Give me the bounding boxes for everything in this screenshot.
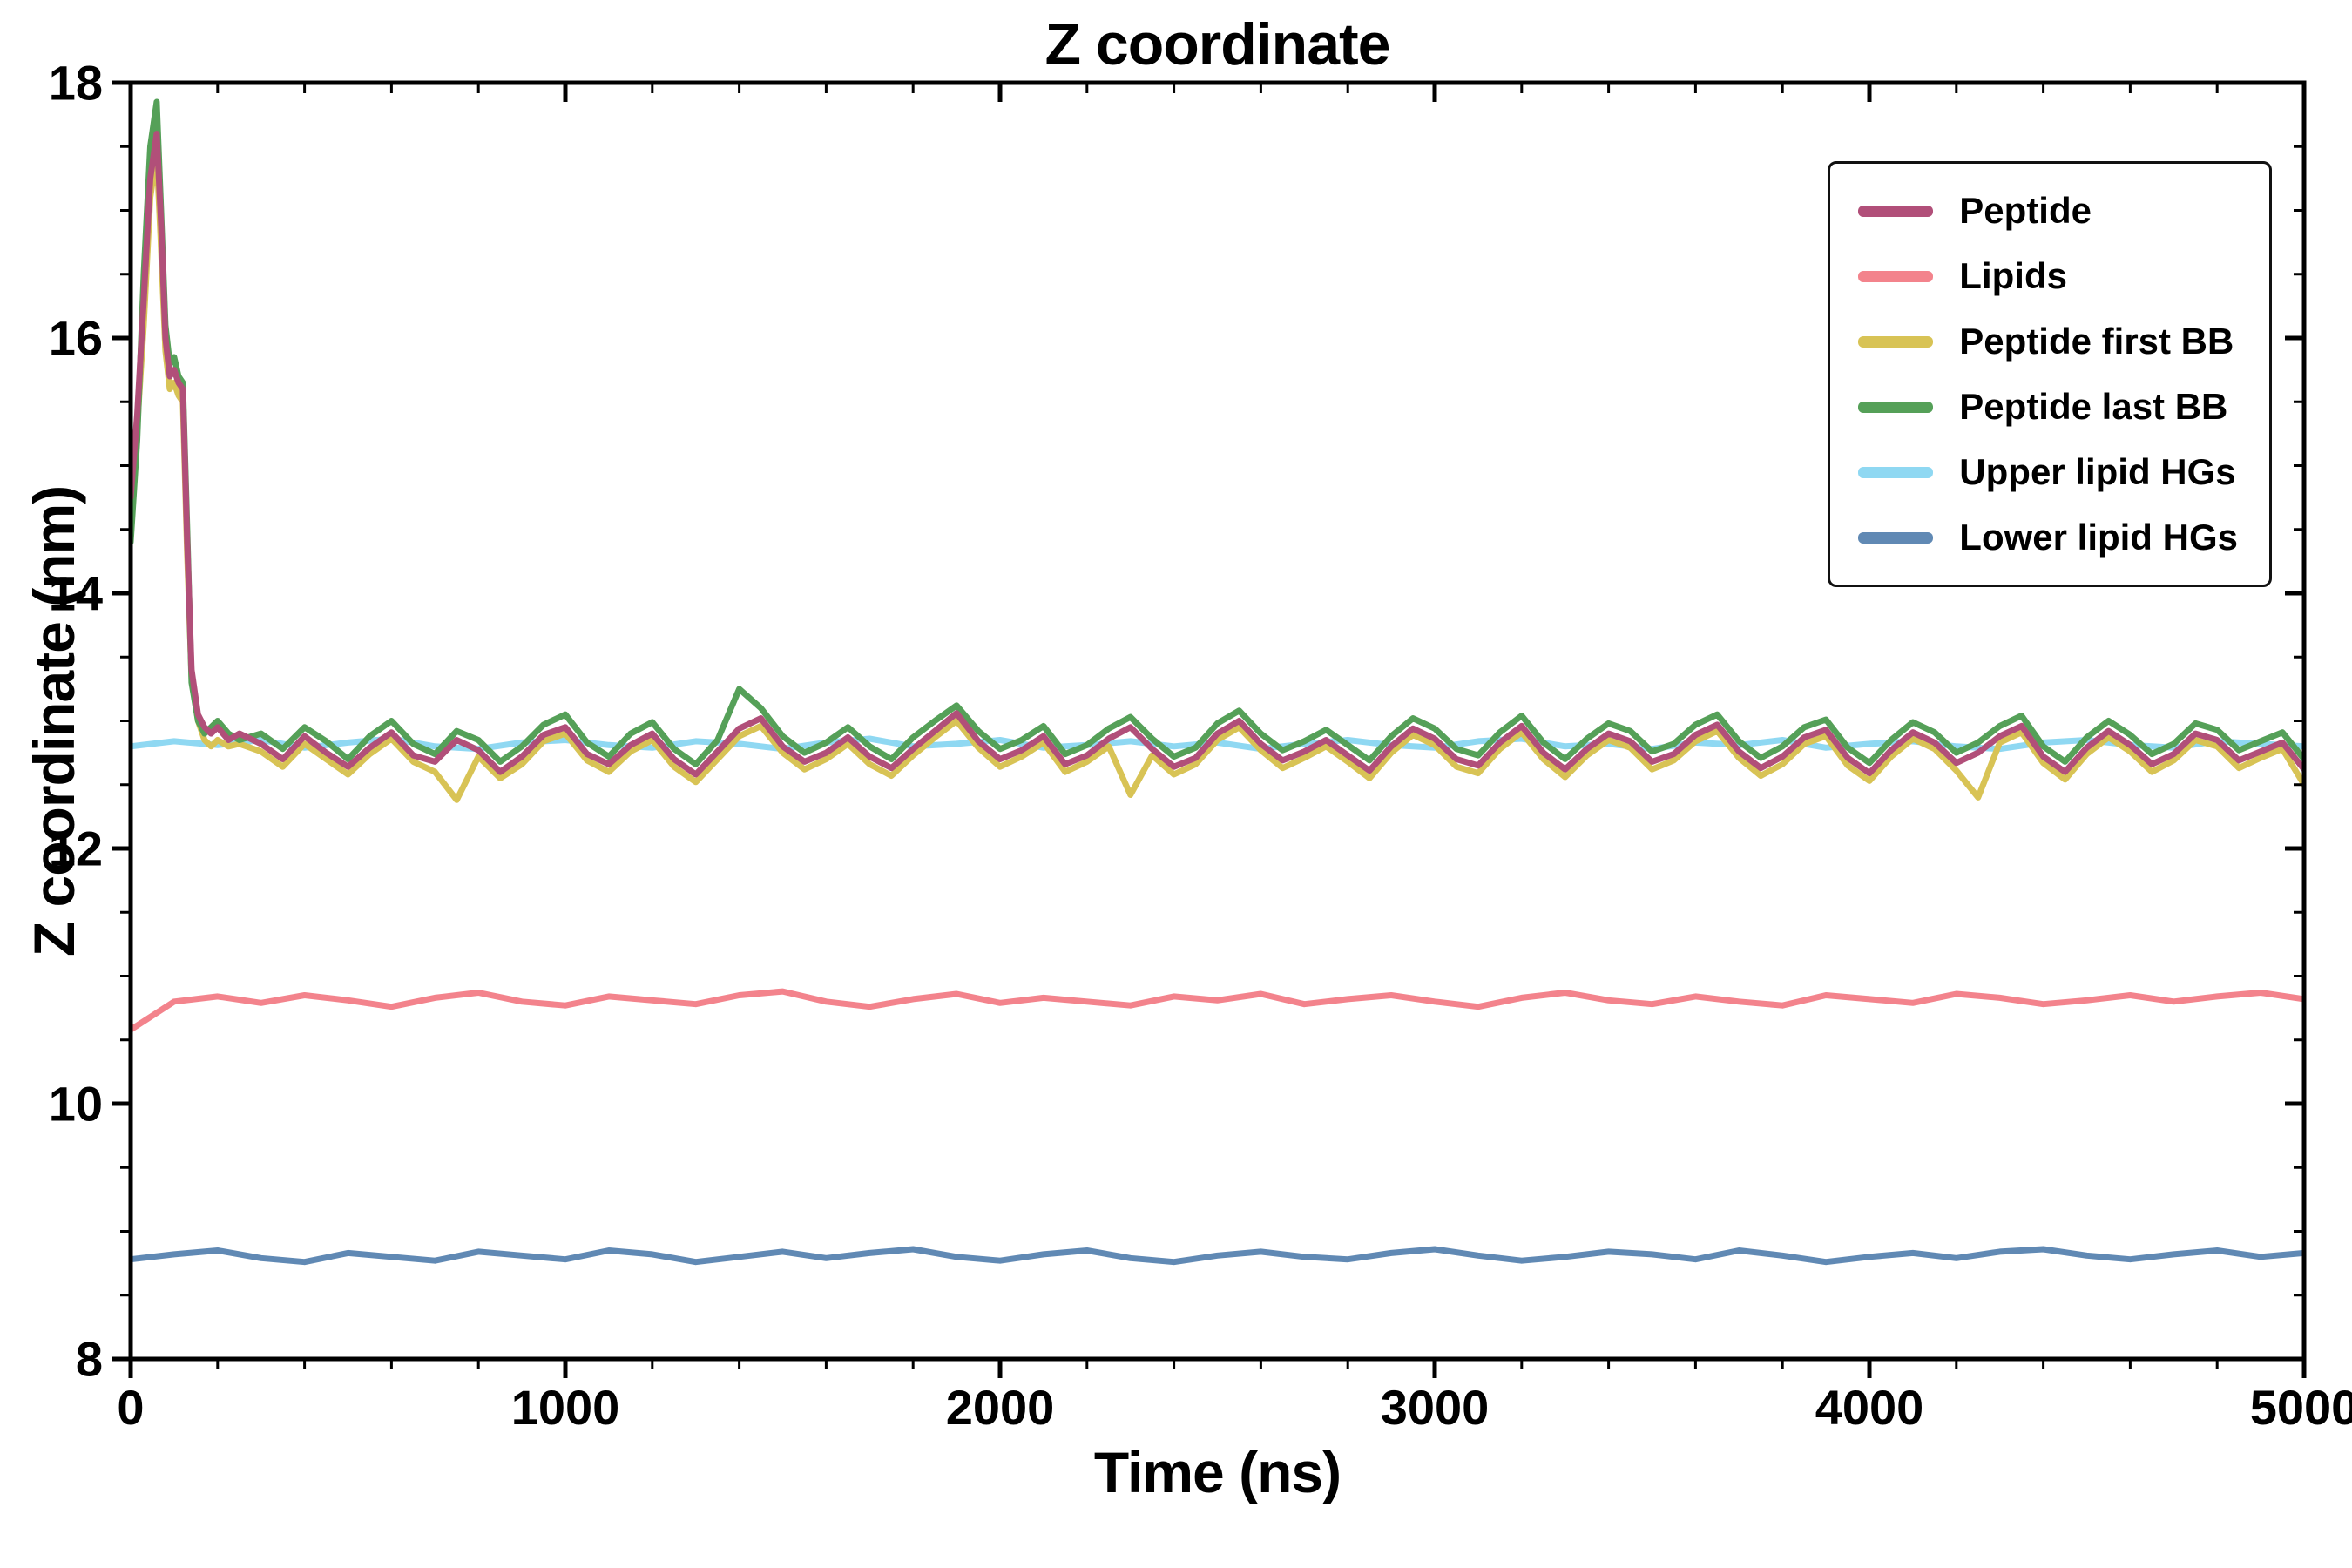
chart-title: Z coordinate <box>1044 11 1390 78</box>
legend-label-peptide-first-bb: Peptide first BB <box>1959 321 2234 362</box>
y-tick-label: 16 <box>49 311 103 366</box>
legend-label-lipids: Lipids <box>1959 255 2067 296</box>
ticks-group <box>112 80 2307 1378</box>
x-tick-label: 5000 <box>2250 1380 2352 1435</box>
legend-label-peptide-last-bb: Peptide last BB <box>1959 386 2228 427</box>
legend: Peptide Lipids Peptide first BB Peptide las… <box>1828 161 2272 587</box>
legend-swatch-lipids <box>1858 270 1934 282</box>
x-tick-label: 0 <box>117 1380 144 1435</box>
legend-item-peptide: Peptide <box>1858 190 2238 232</box>
legend-swatch-peptide <box>1858 205 1934 217</box>
series-line-peptide <box>131 131 2304 778</box>
legend-label-lower-lipid-hgs: Lower lipid HGs <box>1959 517 2238 558</box>
x-axis-label: Time (ns) <box>1093 1440 1342 1504</box>
y-tick-label: 18 <box>49 56 103 111</box>
series-group <box>131 98 2304 1266</box>
legend-item-peptide-last-bb: Peptide last BB <box>1858 386 2238 428</box>
series-line-peptide-first-bb <box>131 150 2304 803</box>
y-tick-label: 12 <box>49 821 103 876</box>
y-tick-label: 10 <box>49 1077 103 1132</box>
legend-item-lipids: Lipids <box>1858 255 2238 297</box>
x-tick-label: 1000 <box>511 1380 620 1435</box>
legend-item-upper-lipid-hgs: Upper lipid HGs <box>1858 451 2238 493</box>
x-tick-label: 2000 <box>946 1380 1055 1435</box>
legend-swatch-lower-lipid-hgs <box>1858 531 1934 544</box>
legend-swatch-peptide-first-bb <box>1858 335 1934 348</box>
x-tick-label: 4000 <box>1815 1380 1924 1435</box>
legend-item-lower-lipid-hgs: Lower lipid HGs <box>1858 517 2238 558</box>
legend-label-upper-lipid-hgs: Upper lipid HGs <box>1959 451 2236 492</box>
legend-swatch-upper-lipid-hgs <box>1858 466 1934 478</box>
series-line-peptide-last-bb <box>131 98 2304 767</box>
legend-swatch-peptide-last-bb <box>1858 401 1934 413</box>
series-line-lipids <box>131 988 2304 1033</box>
y-tick-label: 8 <box>76 1332 103 1387</box>
legend-item-peptide-first-bb: Peptide first BB <box>1858 321 2238 362</box>
legend-label-peptide: Peptide <box>1959 190 2092 231</box>
y-tick-label: 14 <box>49 566 103 621</box>
x-tick-label: 3000 <box>1381 1380 1490 1435</box>
series-line-lower-lipid-hgs <box>131 1246 2304 1266</box>
